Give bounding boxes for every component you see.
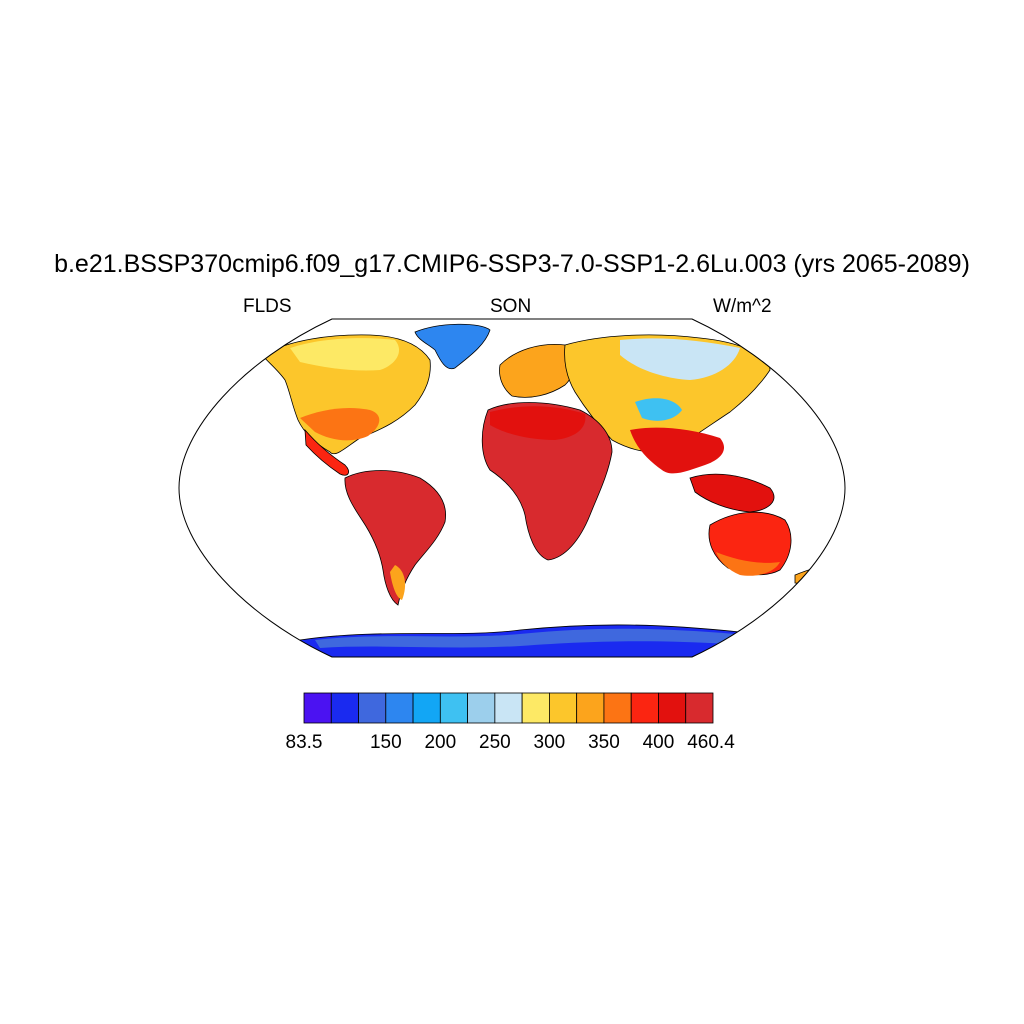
colorbar-box	[630, 692, 659, 724]
colorbar-box	[303, 692, 332, 724]
colorbar-label: 200	[424, 732, 457, 753]
colorbar-box	[658, 692, 687, 724]
colorbar-box	[358, 692, 387, 724]
region-south-asia	[630, 427, 725, 474]
plot-title: b.e21.BSSP370cmip6.f09_g17.CMIP6-SSP3-7.…	[54, 250, 970, 278]
region-tibet	[635, 398, 682, 421]
colorbar-box	[439, 692, 469, 724]
region-us-south	[300, 407, 380, 441]
region-antarctica-coast	[315, 628, 735, 648]
colorbar-box	[685, 692, 714, 724]
colorbar-box	[576, 692, 605, 724]
region-siberia	[620, 338, 740, 380]
colorbar-box	[494, 692, 523, 724]
colorbar-box	[521, 692, 550, 724]
colorbar-label: 300	[533, 732, 566, 753]
colorbar-box	[385, 692, 414, 724]
region-patagonia	[390, 565, 406, 600]
colorbar-box	[330, 692, 359, 724]
region-europe	[499, 344, 576, 398]
variable-name: FLDS	[243, 296, 292, 317]
colorbar-label: 350	[588, 732, 620, 753]
colorbar-box	[603, 692, 632, 724]
region-central-america	[304, 428, 349, 476]
season-label: SON	[490, 296, 532, 317]
map-boundary	[178, 318, 846, 658]
colorbar-box	[549, 692, 578, 724]
colorbar-box	[412, 692, 441, 724]
colorbar-label: 400	[642, 732, 675, 753]
region-africa	[481, 402, 613, 561]
colorbar-label: 83.5	[285, 732, 323, 753]
units-label: W/m^2	[713, 296, 772, 317]
colorbar-label: 150	[369, 732, 402, 753]
colorbar-box	[467, 692, 496, 724]
colorbar-label: 460.4	[687, 732, 735, 753]
region-australia-south	[716, 552, 780, 576]
colorbar	[303, 692, 714, 724]
region-north-africa	[490, 406, 586, 440]
region-maritime	[689, 473, 775, 513]
colorbar-label: 250	[479, 732, 511, 753]
region-greenland	[414, 323, 491, 370]
region-canada-arctic	[290, 338, 400, 371]
